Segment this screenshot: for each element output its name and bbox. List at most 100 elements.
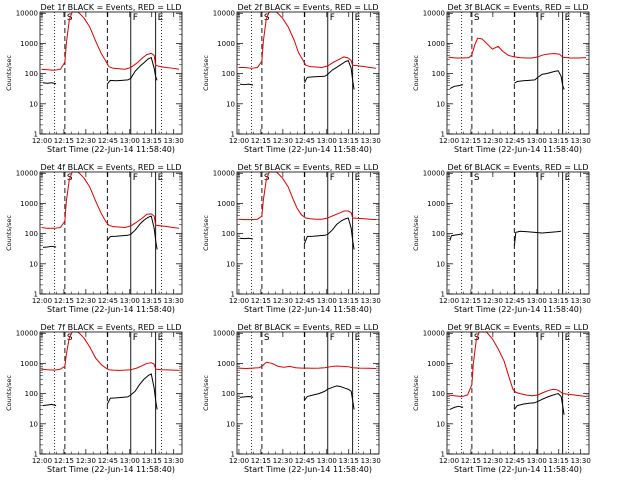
x-tick-label: 12:45 [505, 137, 525, 145]
panels: Det 1f BLACK = Events, RED = LLD Counts/s… [5, 3, 591, 474]
x-tick-label: 13:30 [164, 137, 184, 145]
events-series-line [239, 385, 355, 410]
x-axis-label: Start Time (22-Jun-14 11:58:40) [454, 305, 582, 314]
x-tick-label: 12:15 [251, 297, 271, 305]
y-tick-label: 1000 [427, 40, 445, 48]
plot-frame [236, 331, 380, 455]
x-tick-label: 13:15 [549, 457, 569, 465]
y-tick-label: 10 [226, 100, 235, 108]
marker-label: F [133, 173, 138, 183]
y-tick-label: 1000 [217, 360, 235, 368]
y-tick-label: 100 [25, 230, 38, 238]
x-tick-label: 13:30 [361, 297, 381, 305]
x-tick-label: 12:30 [483, 457, 503, 465]
marker-label: F [540, 333, 545, 343]
lld-series-line [41, 11, 180, 71]
lld-series-line [238, 361, 377, 369]
x-tick-label: 13:00 [317, 457, 337, 465]
y-tick-label: 100 [432, 70, 445, 78]
x-tick-label: 12:30 [483, 137, 503, 145]
y-axis-label: Counts/sec [202, 375, 210, 411]
panel-6: Det 6f BLACK = Events, RED = LLD Counts/s… [412, 163, 591, 314]
events-series-line [42, 373, 158, 410]
y-tick-label: 10000 [423, 330, 445, 338]
y-tick-label: 1 [441, 131, 445, 139]
y-tick-label: 1000 [217, 40, 235, 48]
marker-label: F [330, 173, 335, 183]
y-tick-label: 10 [29, 100, 38, 108]
marker-label: S [474, 173, 480, 183]
marker-label: S [67, 333, 73, 343]
x-tick-label: 12:00 [32, 297, 52, 305]
x-tick-label: 12:45 [505, 457, 525, 465]
panel-5: Det 5f BLACK = Events, RED = LLD Counts/s… [202, 163, 381, 314]
x-tick-label: 12:00 [32, 137, 52, 145]
marker-label: E [565, 333, 571, 343]
y-tick-label: 1000 [217, 200, 235, 208]
panel-title: Det 9f BLACK = Events, RED = LLD [447, 323, 588, 332]
y-tick-label: 10000 [423, 10, 445, 18]
marker-label: E [158, 333, 164, 343]
x-tick-label: 12:30 [483, 297, 503, 305]
y-tick-label: 10 [29, 260, 38, 268]
x-tick-label: 13:30 [571, 297, 591, 305]
lld-series-line [41, 171, 180, 229]
x-tick-label: 13:00 [317, 137, 337, 145]
plot-frame [446, 331, 590, 455]
lld-series-line [238, 171, 377, 221]
x-tick-label: 12:15 [461, 137, 481, 145]
marker-label: F [330, 13, 335, 23]
x-tick-label: 12:00 [229, 297, 249, 305]
lld-series-line [41, 331, 180, 371]
x-tick-label: 13:15 [339, 137, 359, 145]
y-tick-label: 100 [222, 230, 235, 238]
y-tick-label: 10 [29, 420, 38, 428]
x-axis-label: Start Time (22-Jun-14 11:58:40) [454, 145, 582, 154]
x-tick-label: 13:00 [527, 297, 547, 305]
x-tick-label: 13:15 [142, 297, 162, 305]
x-tick-label: 12:00 [229, 137, 249, 145]
x-axis-label: Start Time (22-Jun-14 11:58:40) [244, 305, 372, 314]
y-tick-label: 1000 [427, 200, 445, 208]
y-tick-label: 1 [441, 291, 445, 299]
y-tick-label: 100 [222, 390, 235, 398]
panel-8: Det 8f BLACK = Events, RED = LLD Counts/s… [202, 323, 381, 474]
panel-title: Det 4f BLACK = Events, RED = LLD [40, 163, 181, 172]
y-tick-label: 1 [231, 291, 235, 299]
x-tick-label: 13:15 [142, 137, 162, 145]
y-tick-label: 10000 [16, 170, 38, 178]
y-tick-label: 1 [34, 291, 38, 299]
x-tick-label: 12:30 [273, 457, 293, 465]
y-tick-label: 10000 [16, 330, 38, 338]
y-tick-label: 1 [34, 451, 38, 459]
lld-series-line [448, 331, 587, 398]
x-tick-label: 12:45 [295, 137, 315, 145]
x-tick-label: 12:30 [76, 137, 96, 145]
x-tick-label: 13:30 [571, 137, 591, 145]
y-tick-label: 10 [436, 100, 445, 108]
y-tick-label: 1 [231, 131, 235, 139]
y-axis-label: Counts/sec [412, 375, 420, 411]
y-tick-label: 10000 [213, 330, 235, 338]
lld-series-line [448, 37, 587, 59]
marker-label: F [540, 173, 545, 183]
panel-9: Det 9f BLACK = Events, RED = LLD Counts/s… [412, 323, 591, 474]
y-axis-label: Counts/sec [5, 55, 13, 91]
x-tick-label: 13:00 [317, 297, 337, 305]
x-tick-label: 12:45 [98, 457, 118, 465]
x-tick-label: 13:30 [164, 457, 184, 465]
y-tick-label: 100 [222, 70, 235, 78]
y-tick-label: 100 [432, 230, 445, 238]
marker-label: E [565, 13, 571, 23]
marker-label: S [474, 13, 480, 23]
x-tick-label: 12:45 [295, 457, 315, 465]
x-tick-label: 13:00 [120, 457, 140, 465]
x-axis-label: Start Time (22-Jun-14 11:58:40) [244, 465, 372, 474]
x-tick-label: 13:30 [164, 297, 184, 305]
x-tick-label: 12:15 [54, 297, 74, 305]
panel-2: Det 2f BLACK = Events, RED = LLD Counts/s… [202, 3, 381, 154]
events-series-line [42, 57, 158, 85]
marker-label: E [355, 173, 361, 183]
x-tick-label: 12:00 [439, 137, 459, 145]
